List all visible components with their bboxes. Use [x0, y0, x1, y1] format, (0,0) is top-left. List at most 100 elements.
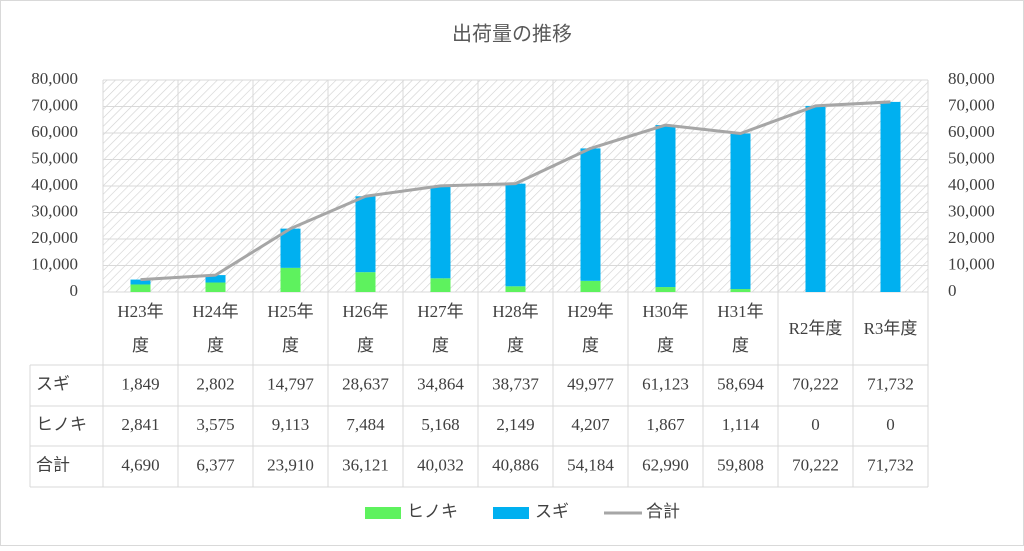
- table-value: 4,207: [571, 415, 610, 434]
- table-value: 7,484: [346, 415, 385, 434]
- bar: [505, 183, 526, 287]
- table-value: 1,114: [722, 415, 760, 434]
- y-tick-label: 30,000: [31, 201, 78, 220]
- y-tick-label: 40,000: [31, 175, 78, 194]
- bar: [430, 185, 451, 279]
- table-value: 14,797: [267, 374, 314, 393]
- y2-tick-label: 30,000: [948, 201, 995, 220]
- category-cell: R2年度: [788, 318, 843, 338]
- table-value: 2,802: [196, 374, 234, 393]
- table-value: 70,222: [792, 455, 839, 474]
- y2-tick-label: 10,000: [948, 254, 995, 273]
- bar: [205, 282, 226, 292]
- table-value: 58,694: [717, 374, 764, 393]
- legend-label: スギ: [535, 502, 569, 521]
- bar: [130, 279, 151, 285]
- row-label: 合計: [36, 455, 70, 474]
- bar: [430, 278, 451, 292]
- y2-tick-label: 0: [948, 281, 957, 300]
- table-value: 23,910: [267, 455, 314, 474]
- y-tick-label: 10,000: [31, 254, 78, 273]
- table-value: 38,737: [492, 374, 539, 393]
- table-value: 49,977: [567, 374, 614, 393]
- table-value: 61,123: [642, 374, 689, 393]
- y2-tick-label: 60,000: [948, 122, 995, 141]
- table-value: 59,808: [717, 455, 764, 474]
- bar: [730, 133, 751, 290]
- y-tick-label: 0: [70, 281, 79, 300]
- y-tick-label: 20,000: [31, 228, 78, 247]
- table-value: 71,732: [867, 374, 914, 393]
- table-value: 0: [811, 415, 820, 434]
- x-tick-label: H27年度: [417, 301, 464, 355]
- x-tick-label: H29年度: [567, 301, 614, 355]
- table-value: 3,575: [196, 415, 234, 434]
- line: [140, 100, 891, 282]
- bar: [280, 267, 301, 292]
- category-cell: H26年度: [342, 301, 389, 355]
- table-value: 5,168: [421, 415, 459, 434]
- bar: [505, 286, 526, 292]
- category-cell: H27年度: [417, 301, 464, 355]
- legend-label: ヒノキ: [407, 502, 458, 521]
- x-tick-label: H31年度: [717, 301, 764, 355]
- x-tick-label: H28年度: [492, 301, 539, 355]
- y2-tick-label: 40,000: [948, 175, 995, 194]
- y-tick-label: 50,000: [31, 148, 78, 167]
- x-tick-label: H25年度: [267, 301, 314, 355]
- category-cell: H28年度: [492, 301, 539, 355]
- x-tick-label: H23年度: [117, 301, 164, 355]
- bar: [130, 284, 151, 292]
- table-value: 6,377: [196, 455, 235, 474]
- category-cell: H24年度: [192, 301, 239, 355]
- bar: [655, 125, 676, 288]
- category-cell: H29年度: [567, 301, 614, 355]
- category-cell: H25年度: [267, 301, 314, 355]
- y-tick-label: 70,000: [31, 95, 78, 114]
- chart-title: 出荷量の推移: [452, 23, 572, 46]
- bar: [730, 289, 751, 292]
- table-value: 2,149: [496, 415, 534, 434]
- category-cell: R3年度: [863, 318, 918, 338]
- legend-label: 合計: [646, 502, 680, 521]
- bar: [580, 148, 601, 281]
- row-label: ヒノキ: [36, 415, 87, 434]
- category-cell: H30年度: [642, 301, 689, 355]
- table-value: 4,690: [121, 455, 159, 474]
- table-value: 34,864: [417, 374, 464, 393]
- category-cell: H23年度: [117, 301, 164, 355]
- bar: [655, 287, 676, 292]
- legend-swatch: [365, 507, 401, 519]
- y-tick-label: 60,000: [31, 122, 78, 141]
- bar: [280, 228, 301, 268]
- table-value: 40,886: [492, 455, 539, 474]
- y2-tick-label: 50,000: [948, 148, 995, 167]
- x-tick-label: R3年度: [863, 318, 918, 338]
- x-tick-label: H24年度: [192, 301, 239, 355]
- legend-swatch: [493, 507, 529, 519]
- y2-tick-label: 70,000: [948, 95, 995, 114]
- x-tick-label: H30年度: [642, 301, 689, 355]
- table-value: 54,184: [567, 455, 614, 474]
- table-value: 1,849: [121, 374, 159, 393]
- bar: [205, 275, 226, 283]
- table-value: 62,990: [642, 455, 689, 474]
- category-cell: H31年度: [717, 301, 764, 355]
- table-value: 70,222: [792, 374, 839, 393]
- bar: [355, 196, 376, 273]
- bar: [580, 280, 601, 292]
- bar: [805, 105, 826, 292]
- bar: [355, 272, 376, 292]
- x-tick-label: H26年度: [342, 301, 389, 355]
- table-value: 9,113: [272, 415, 310, 434]
- table-value: 0: [886, 415, 895, 434]
- x-tick-label: R2年度: [788, 318, 843, 338]
- table-value: 36,121: [342, 455, 389, 474]
- bar: [880, 101, 901, 292]
- y2-tick-label: 80,000: [948, 69, 995, 88]
- table-value: 40,032: [417, 455, 464, 474]
- table-value: 2,841: [121, 415, 159, 434]
- table-value: 71,732: [867, 455, 914, 474]
- row-label: スギ: [36, 374, 70, 393]
